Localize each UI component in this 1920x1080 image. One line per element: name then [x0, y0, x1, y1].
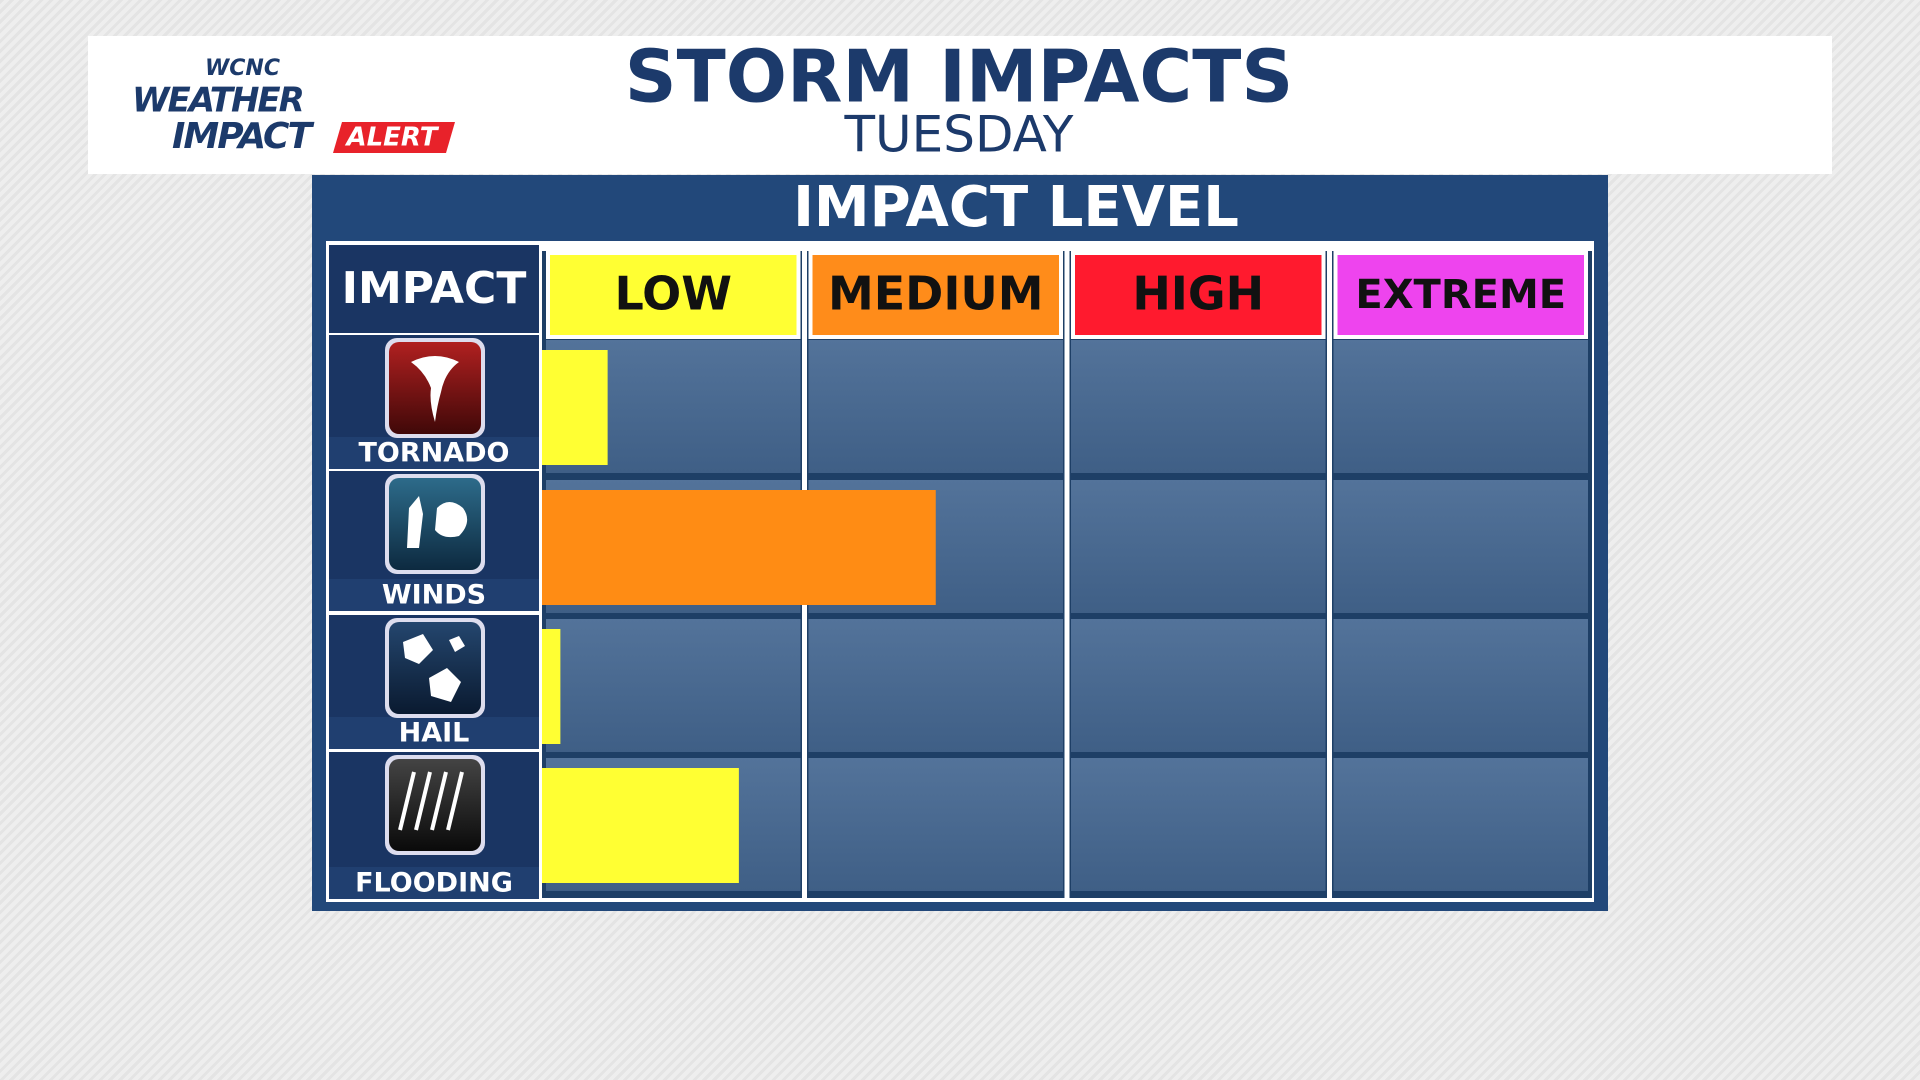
icon-glyph — [411, 356, 459, 422]
logo-station: WCNC — [205, 56, 280, 81]
level-box — [1075, 255, 1322, 335]
level-box — [812, 255, 1059, 335]
bar — [542, 629, 561, 744]
icon-glyph — [414, 771, 432, 831]
icon-glyph — [403, 634, 465, 702]
logo-badge-text: ALERT — [344, 123, 439, 153]
category-label: WINDS — [382, 580, 486, 611]
logo-line1: WEATHER — [132, 81, 303, 121]
icon — [389, 622, 481, 714]
level-box — [550, 255, 797, 335]
grid-cell — [808, 340, 1063, 473]
category-label: TORNADO — [358, 438, 509, 469]
category-label: HAIL — [399, 718, 470, 749]
grid-cell — [1071, 480, 1326, 613]
label-strip — [329, 579, 539, 611]
category-label: FLOODING — [355, 868, 513, 899]
level-label: HIGH — [1132, 267, 1264, 321]
grid-cell — [808, 619, 1063, 752]
chart-title: STORM IMPACTS — [625, 35, 1293, 119]
icon-glyph — [407, 496, 468, 548]
logo-badge — [333, 122, 455, 153]
grid-cell — [546, 619, 801, 752]
grid-cell — [808, 758, 1063, 891]
icon — [389, 478, 481, 570]
grid-cell — [1333, 340, 1588, 473]
grid-cell — [1333, 480, 1588, 613]
level-label: MEDIUM — [828, 267, 1044, 321]
grid-cell — [1333, 619, 1588, 752]
level-box — [1337, 255, 1584, 335]
grid-cell — [1333, 758, 1588, 891]
bar — [542, 490, 936, 605]
bar — [542, 768, 739, 883]
axis-title: IMPACT LEVEL — [793, 175, 1239, 240]
icon-glyph — [446, 771, 464, 831]
label-strip — [329, 717, 539, 749]
logo-line2: IMPACT — [172, 116, 314, 157]
bar — [542, 350, 608, 465]
icon — [389, 759, 481, 851]
label-strip — [329, 437, 539, 469]
icon-glyph — [398, 771, 416, 831]
label-strip — [329, 867, 539, 899]
logo: WCNC WEATHER IMPACT ALERT — [132, 56, 455, 157]
category-header: IMPACT — [342, 263, 527, 314]
grid-cell — [1071, 619, 1326, 752]
chart-subtitle: TUESDAY — [844, 106, 1074, 164]
grid-cell — [1071, 758, 1326, 891]
category-header-cell — [329, 245, 539, 333]
level-label: LOW — [614, 267, 732, 321]
grid-cell — [1071, 340, 1326, 473]
icon-glyph — [430, 771, 448, 831]
level-label: EXTREME — [1355, 272, 1566, 318]
